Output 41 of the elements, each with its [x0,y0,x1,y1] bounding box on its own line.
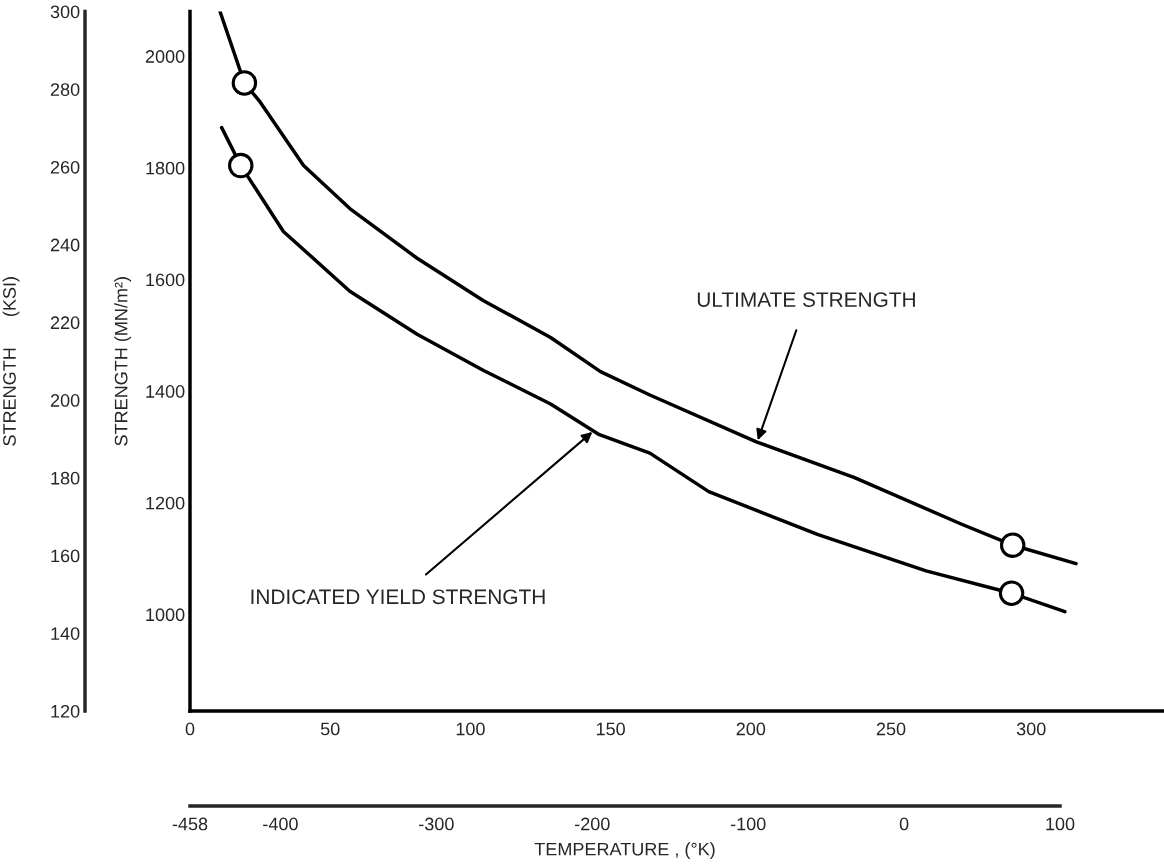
y2-tick-label: 160 [51,549,80,563]
x2-tick-label: -100 [730,817,766,831]
y2-tick-label: 140 [51,627,80,640]
y-tick-label: 1400 [146,385,185,398]
y2-axis-title: STRENGTH (KSI) [2,277,20,446]
x-tick-label: 250 [876,722,906,736]
point [231,70,258,96]
y2-tick-label: 240 [50,238,80,252]
x-tick-label: 100 [456,722,485,736]
y2-tick-label: 220 [50,316,80,330]
x-axis-title: TEMPERATURE , (°K) [534,842,715,860]
x2-tick-label: -458 [172,817,208,831]
y-tick-label: 1200 [146,496,185,510]
x2-tick-label: -200 [574,817,610,831]
x2-tick-label: -300 [419,817,454,831]
line-series [219,125,1067,614]
y2-tick-label: 200 [50,394,80,407]
x-tick-label: 50 [320,722,340,736]
y-axis-title: STRENGTH (MN/m²) [114,277,132,446]
x2-tick-label: 0 [899,817,909,831]
x-tick-label: 150 [596,722,625,736]
y-tick-label: 1000 [146,608,185,622]
point [998,580,1025,606]
x2-tick-label: 100 [1046,817,1075,831]
y2-tick-label: 280 [50,83,80,96]
annotation: INDICATED YIELD STRENGTH [251,589,545,605]
y-tick-label: 2000 [145,50,185,63]
y-tick-label: 1800 [146,161,185,175]
point [999,532,1026,558]
x-tick-label: 300 [1016,722,1046,736]
point [228,152,254,179]
x-tick-label: 0 [185,722,195,736]
y2-tick-label: 120 [51,704,80,718]
y2-tick-label: 260 [50,160,80,174]
x-tick-label: 200 [736,722,766,736]
y2-tick-label: 180 [51,471,80,485]
y2-tick-label: 300 [50,5,80,19]
line-series [218,11,1078,566]
x2-tick-label: -400 [263,817,298,831]
y-tick-label: 1600 [146,273,185,287]
annotation: ULTIMATE STRENGTH [697,292,915,307]
